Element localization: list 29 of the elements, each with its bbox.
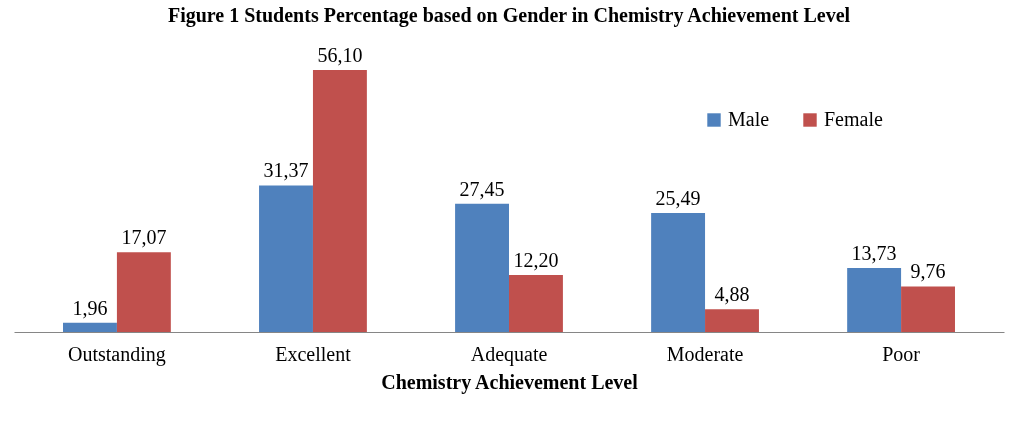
- data-label: 17,07: [121, 226, 167, 249]
- data-label: 31,37: [263, 159, 309, 182]
- data-label: 9,76: [910, 260, 946, 283]
- bar: [651, 212, 706, 332]
- x-axis-title: Chemistry Achievement Level: [381, 370, 639, 394]
- legend-label: Female: [824, 108, 883, 130]
- data-label: 12,20: [513, 249, 559, 272]
- x-tick-label: Moderate: [666, 342, 744, 365]
- data-label: 1,96: [72, 296, 108, 319]
- bar: [116, 252, 171, 332]
- bar: [847, 267, 902, 332]
- x-tick-label: Poor: [882, 342, 921, 365]
- x-tick-label: Outstanding: [68, 342, 166, 366]
- data-label: 27,45: [459, 177, 505, 200]
- bar: [259, 185, 313, 332]
- bar: [509, 275, 563, 332]
- bar: [901, 286, 955, 332]
- x-tick-label: Adequate: [470, 342, 548, 366]
- x-tick-label: Excellent: [275, 342, 352, 365]
- bar: [705, 309, 759, 332]
- legend-label: Male: [728, 108, 770, 130]
- chart-title: Figure 1 Students Percentage based on Gender in Chemistry Achievement Level: [167, 4, 851, 27]
- data-label: 13,73: [851, 241, 897, 264]
- data-label: 25,49: [655, 186, 701, 209]
- bar: [63, 322, 117, 332]
- bar: [455, 203, 509, 332]
- data-label: 56,10: [317, 44, 363, 66]
- bar: [312, 70, 367, 332]
- data-label: 4,88: [714, 283, 750, 306]
